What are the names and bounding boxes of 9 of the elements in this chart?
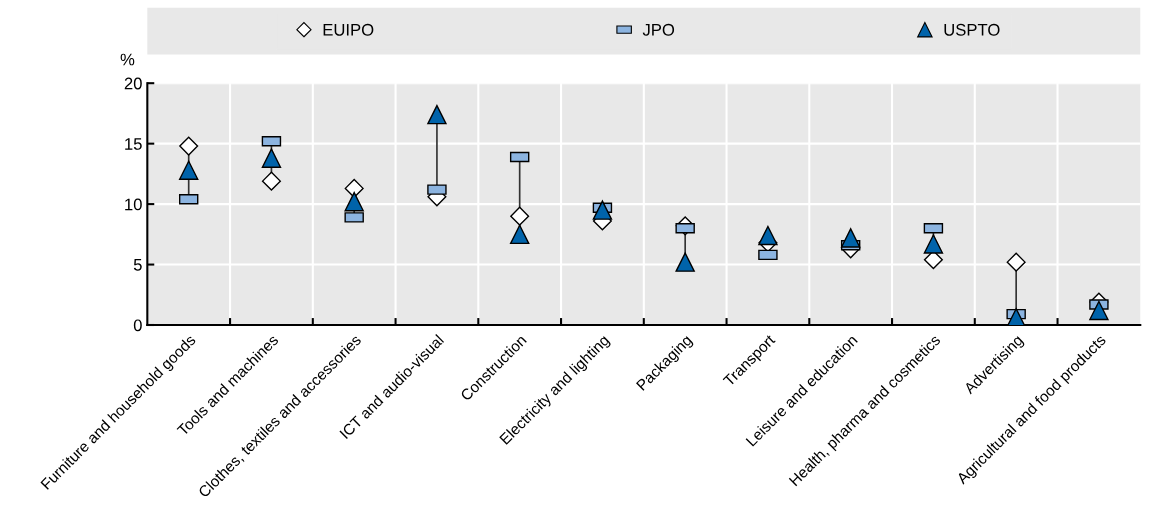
y-tick-label: 5 bbox=[133, 259, 142, 271]
legend-label: JPO bbox=[642, 23, 675, 36]
y-axis-title: % bbox=[120, 53, 135, 66]
y-tick-label: 10 bbox=[125, 198, 142, 211]
legend-label: EUIPO bbox=[323, 23, 374, 36]
y-tick-label: 15 bbox=[125, 138, 142, 150]
y-tick-label: 0 bbox=[133, 319, 142, 332]
y-tick-label: 20 bbox=[124, 77, 142, 90]
legend-label: USPTO bbox=[944, 23, 1000, 36]
